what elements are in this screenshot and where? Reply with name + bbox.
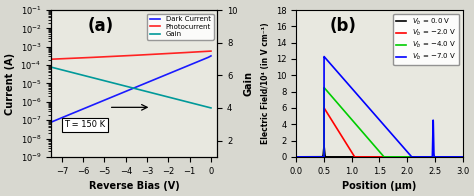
Line: Dark Current: Dark Current [51, 56, 211, 122]
Y-axis label: Gain: Gain [243, 71, 253, 96]
Line: Photocurrent: Photocurrent [51, 51, 211, 59]
X-axis label: Position (μm): Position (μm) [342, 181, 417, 191]
Y-axis label: Current (A): Current (A) [5, 52, 15, 114]
Gain [158, 94, 164, 96]
Dark Current [64, 114, 70, 117]
Photocurrent [208, 50, 214, 52]
Photocurrent [118, 55, 124, 57]
Text: (a): (a) [88, 17, 114, 35]
Legend: $V_b$ = 0.0 V, $V_b$ = $-$2.0 V, $V_b$ = $-$4.0 V, $V_b$ = $-$7.0 V: $V_b$ = 0.0 V, $V_b$ = $-$2.0 V, $V_b$ =… [393, 14, 459, 65]
Gain [48, 66, 54, 68]
Legend: Dark Current, Photocurrent, Gain: Dark Current, Photocurrent, Gain [147, 14, 214, 40]
Dark Current [158, 76, 164, 78]
Text: T = 150 K: T = 150 K [64, 120, 106, 129]
Photocurrent [113, 55, 118, 57]
Dark Current [173, 70, 179, 72]
Photocurrent [176, 52, 182, 54]
Text: (b): (b) [329, 17, 356, 35]
Dark Current [208, 55, 214, 57]
Photocurrent [48, 58, 54, 60]
Dark Current [118, 92, 124, 94]
Y-axis label: Electric Field/10⁴ (in V cm⁻¹): Electric Field/10⁴ (in V cm⁻¹) [262, 23, 271, 144]
Photocurrent [64, 57, 70, 60]
Dark Current [48, 121, 54, 123]
X-axis label: Reverse Bias (V): Reverse Bias (V) [89, 181, 180, 191]
Gain [118, 84, 124, 86]
Photocurrent [158, 53, 164, 55]
Gain [113, 83, 118, 85]
Dark Current [113, 94, 118, 97]
Gain [208, 107, 214, 109]
Gain [176, 99, 182, 101]
Line: Gain: Gain [51, 67, 211, 108]
Gain [64, 70, 70, 73]
Gain [173, 98, 179, 100]
Photocurrent [173, 52, 179, 54]
Dark Current [176, 68, 182, 71]
